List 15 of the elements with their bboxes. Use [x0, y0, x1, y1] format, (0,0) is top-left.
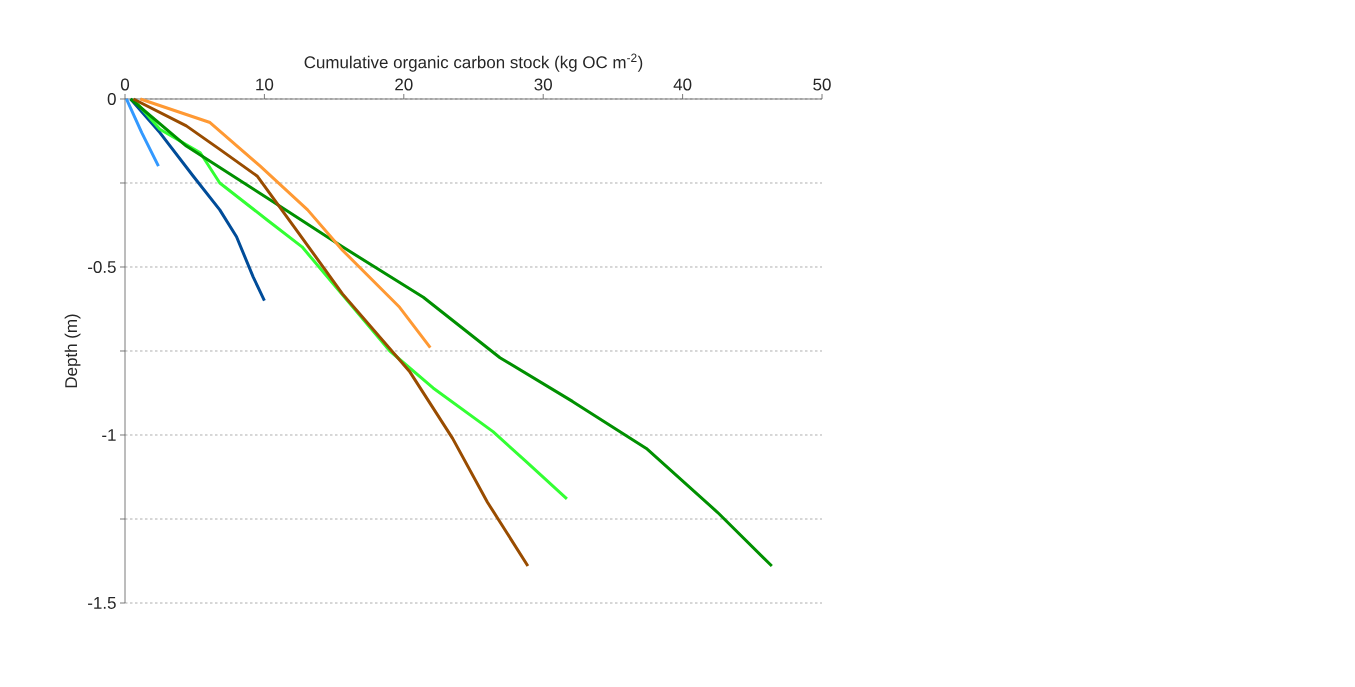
x-tick-label: 40 — [673, 78, 692, 91]
y-tick-label: -1.5 — [88, 597, 116, 609]
x-tick-label: 10 — [256, 78, 274, 91]
line-series — [138, 97, 432, 350]
y-tick-label: -1 — [102, 429, 116, 441]
y-tick-label: 0 — [107, 93, 116, 105]
x-tick-label: 50 — [813, 78, 831, 91]
line-series — [131, 97, 530, 568]
x-axis-title: Cumulative organic carbon stock (kg OC m$^{-2}$) — [304, 53, 643, 72]
x-tick-label: 0 — [120, 78, 130, 91]
y-axis-title: Depth (m) — [64, 314, 81, 388]
y-tick-label: -0.5 — [88, 261, 116, 273]
x-tick-label: 30 — [534, 78, 552, 91]
line-series — [129, 97, 774, 568]
x-tick-label: 20 — [395, 78, 413, 91]
